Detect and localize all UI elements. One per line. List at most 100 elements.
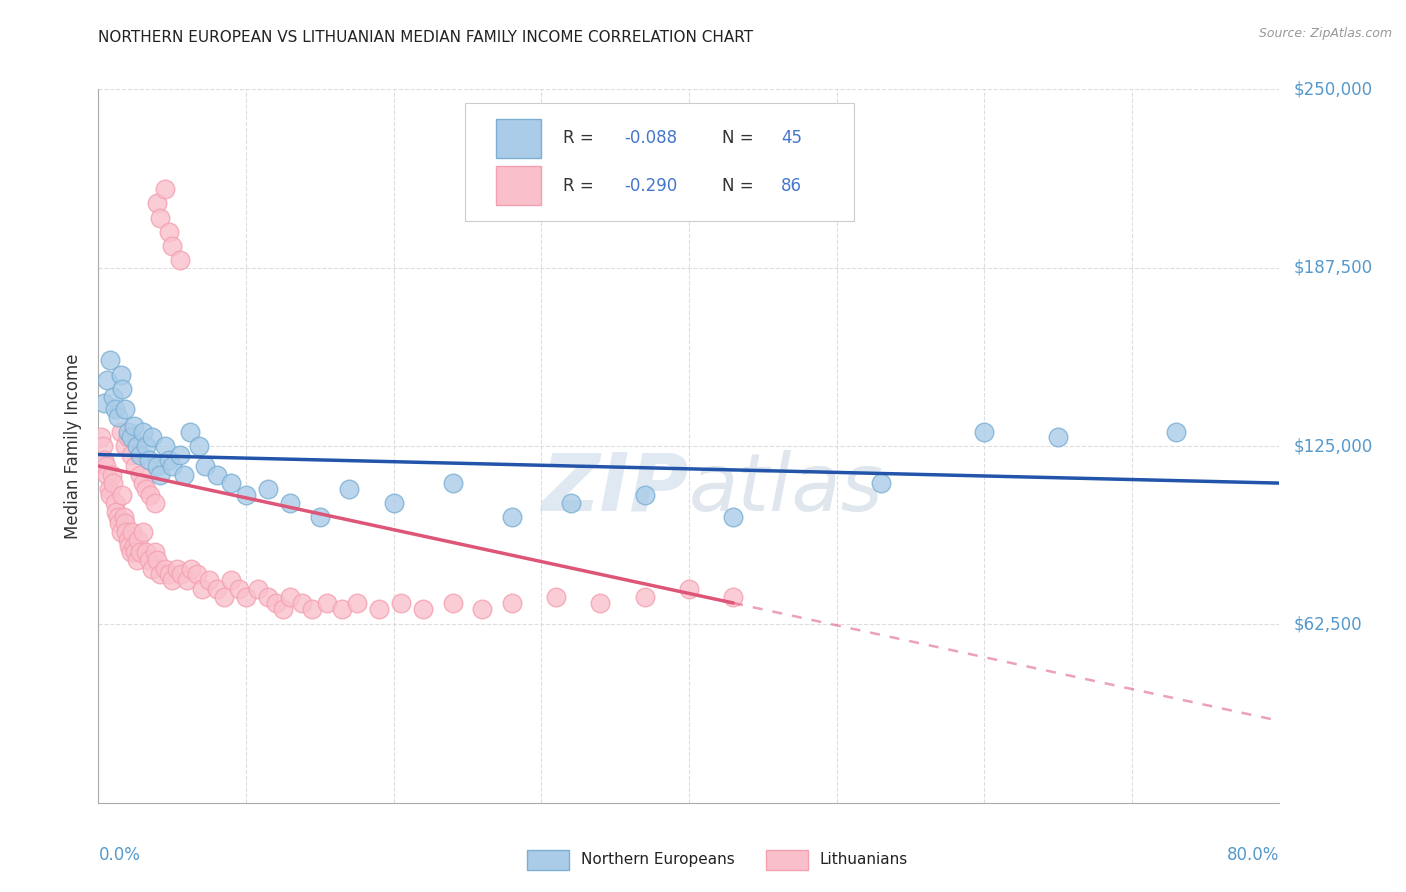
Point — [162, 458, 183, 473]
Point — [228, 582, 250, 596]
Point — [149, 567, 172, 582]
Point — [132, 425, 155, 439]
FancyBboxPatch shape — [496, 119, 541, 158]
Text: -0.088: -0.088 — [624, 129, 678, 147]
Point — [291, 596, 314, 610]
Point — [187, 439, 209, 453]
Point — [107, 410, 129, 425]
Point — [278, 496, 302, 510]
Point — [93, 453, 115, 467]
Point — [219, 476, 242, 491]
Point — [368, 601, 391, 615]
Text: -0.290: -0.290 — [624, 177, 678, 194]
Text: ZIP: ZIP — [541, 450, 689, 528]
Point — [114, 401, 136, 416]
Point — [169, 448, 191, 462]
Point — [1046, 430, 1069, 444]
Point — [589, 596, 612, 610]
Point — [146, 458, 169, 473]
Point — [219, 573, 242, 587]
Point — [117, 430, 139, 444]
Point — [633, 591, 655, 605]
Point — [205, 582, 228, 596]
Point — [235, 487, 257, 501]
Text: 0.0%: 0.0% — [98, 846, 141, 863]
Point — [91, 439, 114, 453]
Point — [141, 430, 163, 444]
Point — [169, 253, 191, 268]
Point — [146, 196, 169, 211]
Point — [117, 533, 139, 548]
Point — [153, 182, 176, 196]
Text: N =: N = — [723, 129, 759, 147]
Y-axis label: Median Family Income: Median Family Income — [65, 353, 83, 539]
Point — [111, 487, 134, 501]
Point — [149, 467, 172, 482]
Point — [120, 448, 142, 462]
Point — [135, 482, 157, 496]
Point — [235, 591, 257, 605]
Point — [146, 553, 169, 567]
Point — [132, 524, 155, 539]
Point — [441, 596, 464, 610]
Point — [94, 458, 117, 473]
Point — [111, 382, 134, 396]
Point — [100, 467, 122, 482]
Point — [412, 601, 434, 615]
Point — [382, 496, 405, 510]
Point — [103, 476, 125, 491]
Point — [346, 596, 368, 610]
Point — [135, 439, 157, 453]
Point — [110, 524, 132, 539]
Text: R =: R = — [562, 129, 599, 147]
Point — [118, 539, 141, 553]
Point — [143, 544, 166, 558]
Point — [316, 596, 339, 610]
Point — [138, 453, 160, 467]
Text: 86: 86 — [782, 177, 801, 194]
Point — [166, 562, 188, 576]
Point — [143, 496, 166, 510]
Point — [544, 591, 567, 605]
Point — [205, 467, 228, 482]
Point — [114, 516, 136, 530]
Text: atlas: atlas — [689, 450, 884, 528]
Point — [179, 425, 201, 439]
Point — [122, 419, 145, 434]
Point — [107, 510, 129, 524]
Point — [122, 539, 145, 553]
Point — [186, 567, 208, 582]
Point — [128, 448, 150, 462]
Point — [110, 425, 132, 439]
Point — [98, 353, 121, 368]
Point — [127, 533, 149, 548]
Point — [108, 516, 131, 530]
Point — [212, 591, 235, 605]
Point — [257, 482, 280, 496]
Point — [114, 439, 136, 453]
Point — [104, 401, 127, 416]
Point — [501, 596, 523, 610]
Text: 45: 45 — [782, 129, 801, 147]
Point — [103, 391, 125, 405]
Point — [301, 601, 323, 615]
Text: $187,500: $187,500 — [1294, 259, 1372, 277]
Point — [194, 458, 217, 473]
Point — [98, 487, 121, 501]
Text: 80.0%: 80.0% — [1227, 846, 1279, 863]
Point — [633, 487, 655, 501]
Text: Source: ZipAtlas.com: Source: ZipAtlas.com — [1258, 27, 1392, 40]
Point — [124, 458, 146, 473]
Point — [389, 596, 412, 610]
Point — [105, 505, 128, 519]
FancyBboxPatch shape — [464, 103, 855, 221]
Point — [309, 510, 332, 524]
Point — [721, 510, 744, 524]
Point — [560, 496, 582, 510]
FancyBboxPatch shape — [496, 166, 541, 205]
Point — [501, 510, 523, 524]
Text: N =: N = — [723, 177, 759, 194]
Point — [973, 425, 995, 439]
Point — [264, 596, 287, 610]
Point — [157, 453, 180, 467]
